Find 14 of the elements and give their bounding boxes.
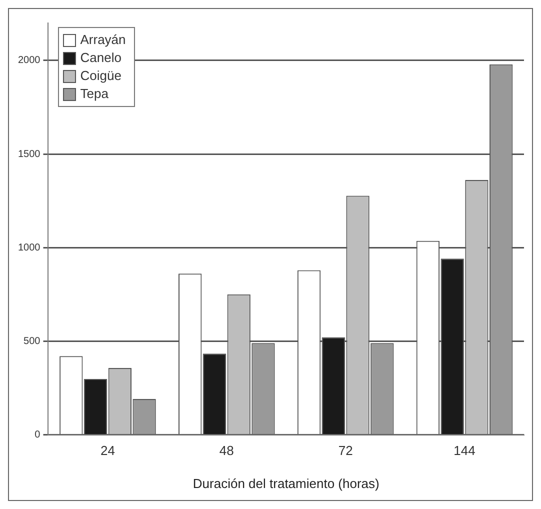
legend-label: Arrayán: [80, 31, 126, 49]
x-tick-label: 144: [454, 443, 476, 458]
y-tick-label: 2000: [18, 55, 41, 66]
legend-label: Canelo: [80, 49, 122, 67]
y-tick-label: 1000: [18, 242, 41, 254]
y-tick-label: 1500: [18, 148, 41, 160]
legend-label: Tepa: [80, 85, 108, 103]
legend-label: Coigüe: [80, 67, 122, 85]
x-axis-title: Duración del tratamiento (horas): [192, 476, 380, 491]
x-tick-label: 48: [219, 443, 234, 458]
y-tick-label: 0: [34, 430, 41, 441]
y-tick-label: 500: [24, 336, 41, 347]
x-tick-label: 72: [338, 443, 353, 458]
x-tick-label: 24: [100, 443, 115, 458]
